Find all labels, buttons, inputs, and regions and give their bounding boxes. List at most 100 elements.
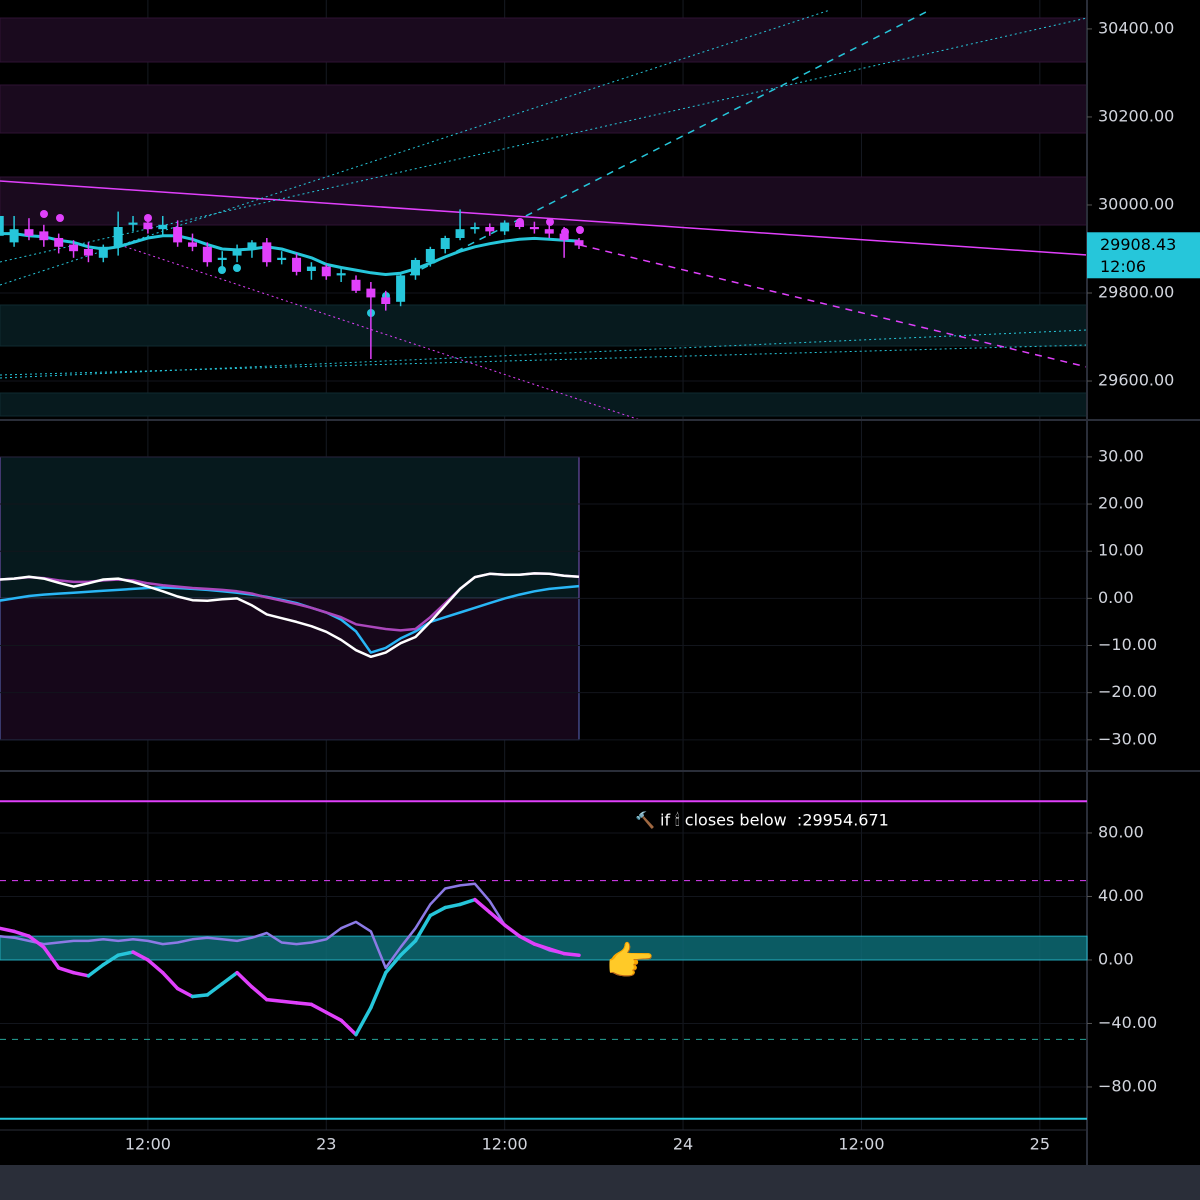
trend-line <box>0 9 831 286</box>
x-tick-label: 12:00 <box>482 1135 528 1154</box>
marker <box>218 266 226 274</box>
series-segment <box>398 939 418 957</box>
moving-average <box>0 232 580 276</box>
trend-line <box>579 244 1088 368</box>
candle-body <box>515 222 525 227</box>
series-segment <box>146 958 165 975</box>
y-tick-label: 29800.00 <box>1098 283 1174 302</box>
candle-body <box>187 242 197 247</box>
series-segment <box>488 910 507 927</box>
candle-body <box>544 229 554 234</box>
candle-body <box>321 266 331 277</box>
series-segment <box>369 970 388 1010</box>
candle-body <box>54 237 64 247</box>
trend-line <box>0 344 1088 376</box>
annotation: 🔨 if 🕯 closes below :29954.671 <box>635 810 889 829</box>
candle-body <box>98 246 108 258</box>
y-tick-label: 30.00 <box>1098 446 1144 465</box>
series-segment <box>309 1002 329 1015</box>
series-segment <box>250 985 269 1002</box>
zone <box>0 84 1088 134</box>
zones <box>0 17 1088 417</box>
series-segment <box>443 902 462 910</box>
trend-line <box>119 244 641 421</box>
y-tick-label: 10.00 <box>1098 541 1144 560</box>
candle-body <box>425 248 435 263</box>
candle-body <box>277 257 287 260</box>
candle-body <box>128 222 138 225</box>
pointer: 👉 <box>605 939 655 985</box>
candle-body <box>366 288 376 298</box>
y-tick-label: 80.00 <box>1098 822 1144 841</box>
candle-body <box>202 246 212 263</box>
trend-line <box>0 180 1088 256</box>
candle-body <box>410 259 420 276</box>
zone-upper <box>0 456 580 599</box>
candle-body <box>292 257 302 272</box>
marker <box>576 226 584 234</box>
candle-body <box>173 226 183 243</box>
marker <box>56 214 64 222</box>
series-line <box>0 572 580 659</box>
y-tick-label: −40.00 <box>1098 1013 1157 1032</box>
price-label: 29908.43 <box>1100 235 1176 254</box>
marker <box>233 264 241 272</box>
series-segment <box>324 1010 343 1023</box>
candle-body <box>440 237 450 249</box>
candle-body <box>396 275 406 302</box>
trend-lines <box>0 9 1088 421</box>
trend-line <box>409 9 931 276</box>
series-segment <box>175 986 195 999</box>
candle-body <box>24 229 34 236</box>
candle-body <box>69 244 79 252</box>
series-line <box>0 882 580 970</box>
candle-body <box>306 266 316 271</box>
y-tick-label: −30.00 <box>1098 729 1157 748</box>
series-segment <box>517 934 537 946</box>
series-segment <box>190 993 210 999</box>
y-tick-label: −80.00 <box>1098 1076 1157 1095</box>
y-tick-label: 20.00 <box>1098 494 1144 513</box>
footer-bar <box>0 1165 1200 1200</box>
series-segment <box>56 966 76 975</box>
series-segment <box>131 950 150 962</box>
series-segment <box>220 970 239 986</box>
zone <box>0 392 1088 417</box>
candle-body <box>158 224 168 230</box>
candle-body <box>232 248 242 256</box>
series-segment <box>101 953 120 967</box>
candle-body <box>247 242 257 249</box>
y-tick-label: 30000.00 <box>1098 194 1174 213</box>
candle-body <box>381 297 391 305</box>
candle-body <box>455 229 465 238</box>
trend-line <box>0 17 1088 263</box>
series-segment <box>279 999 299 1005</box>
candle-body <box>39 231 49 241</box>
series-segment <box>502 923 522 938</box>
candle-body <box>143 222 153 230</box>
series-segment <box>413 913 433 943</box>
series-segment <box>458 897 477 907</box>
candle-body <box>113 226 123 247</box>
series-segment <box>161 970 180 991</box>
zone <box>0 176 1088 226</box>
series-segment <box>265 997 284 1003</box>
series-segment <box>235 970 254 989</box>
x-tick-label: 25 <box>1030 1135 1050 1154</box>
y-tick-label: −10.00 <box>1098 635 1157 654</box>
x-tick-label: 24 <box>673 1135 693 1154</box>
zone <box>0 17 1088 63</box>
candle-body <box>336 273 346 276</box>
series-segment <box>205 982 224 997</box>
candle-body <box>559 233 569 241</box>
series-segment <box>42 945 61 970</box>
candle-body <box>217 257 227 260</box>
marker <box>546 218 554 226</box>
x-tick-label: 23 <box>316 1135 336 1154</box>
series-segment <box>532 942 552 951</box>
series-segment <box>562 951 581 957</box>
price-label-box <box>1087 232 1200 279</box>
marker <box>144 214 152 222</box>
y-tick-label: 0.00 <box>1098 949 1134 968</box>
series-segment <box>473 897 492 915</box>
